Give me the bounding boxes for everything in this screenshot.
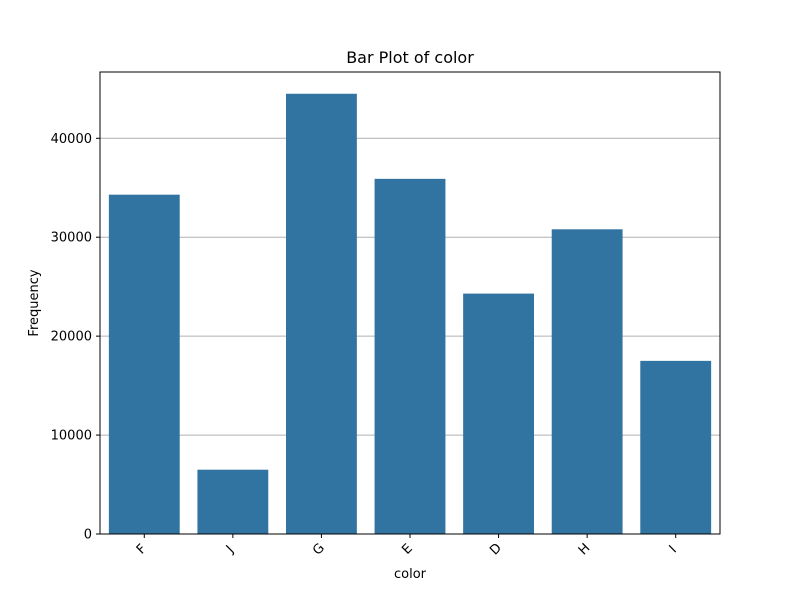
bar-F [108,194,180,535]
bars [108,93,712,535]
y-tick-label: 30000 [51,231,92,246]
bar-H [551,229,623,534]
y-axis-label: Frequency [27,269,42,336]
y-tick-label: 10000 [51,429,92,444]
x-tick-label: E [399,541,415,557]
x-tick-label: F [134,542,150,558]
bar-J [197,469,269,534]
bar-D [463,293,534,534]
y-tick-label: 40000 [51,132,92,147]
x-tick-label: J [223,543,237,557]
x-tick-label: I [667,543,680,556]
y-tick-label: 20000 [51,330,92,345]
x-tick-label: G [310,541,328,559]
x-tick-label: H [576,541,594,559]
chart-title: Bar Plot of color [346,48,474,67]
x-axis-label: color [394,567,427,582]
y-tick-label: 0 [84,528,92,543]
bar-E [374,178,446,534]
y-axis-ticks: 0 10000 20000 30000 40000 [51,132,100,543]
bar-G [286,93,357,534]
bar-I [640,360,712,534]
x-tick-label: D [487,541,505,559]
